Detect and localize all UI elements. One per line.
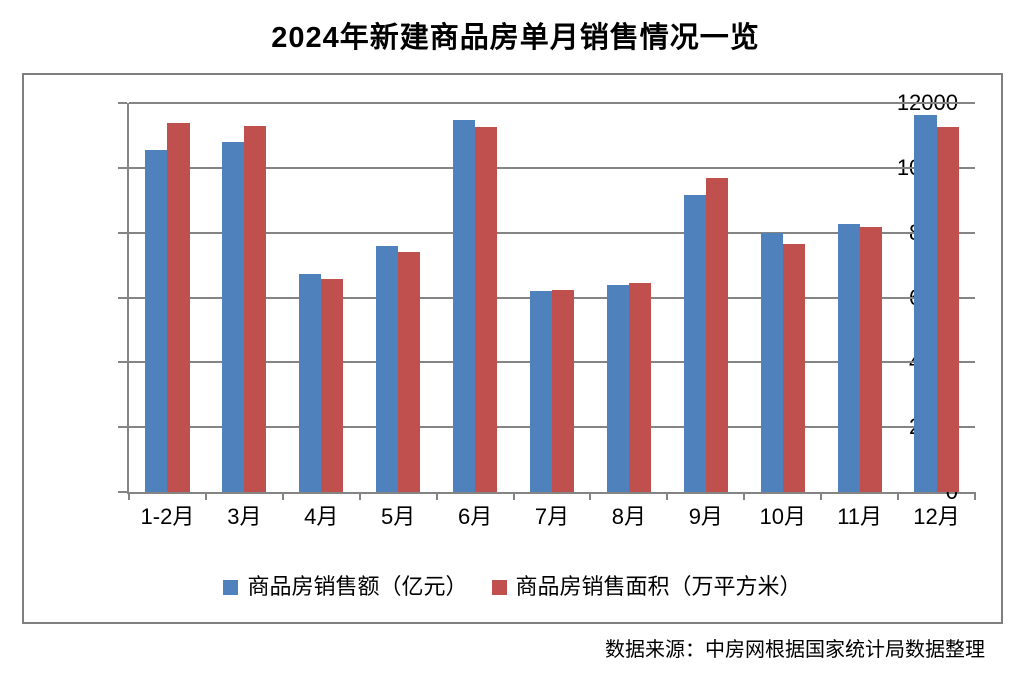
bar-series1-4月 (299, 274, 322, 492)
x-category-label-9月: 9月 (688, 504, 723, 529)
bar-series1-12月 (914, 115, 937, 492)
x-tick-mark-4 (435, 492, 438, 500)
bar-series1-1-2月 (145, 149, 168, 492)
bar-series2-9月 (705, 178, 728, 492)
bar-series1-6月 (452, 120, 476, 492)
bar-series1-9月 (683, 195, 706, 492)
x-tick-mark-7 (666, 492, 669, 500)
legend-swatch-red (491, 579, 507, 595)
bar-series2-12月 (936, 126, 959, 492)
bar-series2-11月 (859, 226, 882, 492)
x-tick-mark-6 (589, 492, 592, 500)
x-category-label-3月: 3月 (227, 504, 262, 529)
bar-series1-5月 (376, 245, 399, 492)
y-tick-mark-10000 (118, 166, 127, 169)
bar-series2-1-2月 (167, 123, 190, 492)
x-tick-mark-10 (897, 492, 900, 500)
x-tick-mark-9 (820, 492, 823, 500)
x-tick-mark-3 (358, 492, 361, 500)
bar-group-3月 (206, 103, 283, 492)
gridline-12000 (129, 102, 975, 104)
x-category-label-8月: 8月 (611, 504, 647, 529)
bar-group-1-2月 (129, 103, 206, 492)
y-tick-mark-0 (118, 491, 127, 493)
x-tick-mark-5 (512, 492, 515, 500)
bar-series2-4月 (321, 278, 344, 492)
legend-swatch-blue (223, 579, 239, 595)
y-tick-mark-2000 (118, 426, 127, 429)
bar-group-5月 (360, 103, 437, 492)
bar-series2-6月 (475, 126, 498, 492)
gridline-10000 (129, 166, 975, 169)
bar-series2-5月 (398, 252, 421, 492)
bar-series1-7月 (529, 291, 552, 492)
bar-series1-11月 (837, 223, 860, 492)
legend-item-sales-amount: 商品房销售额（亿元） (223, 574, 468, 600)
legend: 商品房销售额（亿元） 商品房销售面积（万平方米） (24, 574, 1001, 600)
chart-frame: 020004000600080001000012000 1-2月3月4月5月6月… (22, 73, 1003, 624)
bar-group-11月 (821, 103, 898, 492)
x-tick-mark-8 (743, 492, 746, 500)
bar-series2-3月 (244, 125, 267, 492)
x-category-label-7月: 7月 (534, 504, 570, 529)
bar-group-8月 (590, 103, 667, 492)
legend-item-sales-area: 商品房销售面积（万平方米） (491, 574, 802, 600)
y-tick-mark-12000 (118, 102, 127, 104)
bar-group-6月 (437, 103, 514, 492)
x-category-label-1-2月: 1-2月 (140, 504, 195, 529)
bar-group-12月 (898, 103, 975, 492)
bar-series2-8月 (628, 282, 652, 492)
x-category-label-5月: 5月 (381, 504, 416, 529)
bar-series2-10月 (782, 244, 805, 492)
gridline-8000 (129, 231, 975, 234)
bar-group-9月 (667, 103, 744, 492)
x-category-label-11月: 11月 (837, 504, 883, 529)
y-tick-mark-4000 (118, 361, 127, 364)
x-tick-mark-0 (128, 492, 130, 500)
bar-series1-3月 (222, 142, 245, 492)
x-category-label-10月: 10月 (759, 504, 806, 529)
x-category-label-6月: 6月 (457, 504, 493, 529)
source-note: 数据来源：中房网根据国家统计局数据整理 (605, 639, 985, 661)
x-tick-mark-1 (204, 492, 207, 500)
y-tick-mark-8000 (118, 231, 127, 234)
x-category-label-12月: 12月 (913, 504, 960, 529)
bar-group-7月 (514, 103, 591, 492)
bar-group-4月 (283, 103, 360, 492)
legend-label-sales-area: 商品房销售面积（万平方米） (515, 574, 802, 599)
bar-group-10月 (744, 103, 821, 492)
x-category-label-4月: 4月 (304, 504, 339, 529)
bar-series1-10月 (760, 233, 783, 492)
chart-title: 2024年新建商品房单月销售情况一览 (271, 22, 760, 54)
plot-area: 020004000600080001000012000 1-2月3月4月5月6月… (118, 92, 976, 529)
legend-label-sales-amount: 商品房销售额（亿元） (247, 574, 468, 599)
x-tick-mark-11 (974, 492, 976, 500)
bar-series2-7月 (551, 289, 575, 492)
x-tick-mark-2 (281, 492, 284, 500)
y-tick-mark-6000 (118, 296, 127, 299)
bar-series1-8月 (606, 284, 629, 492)
